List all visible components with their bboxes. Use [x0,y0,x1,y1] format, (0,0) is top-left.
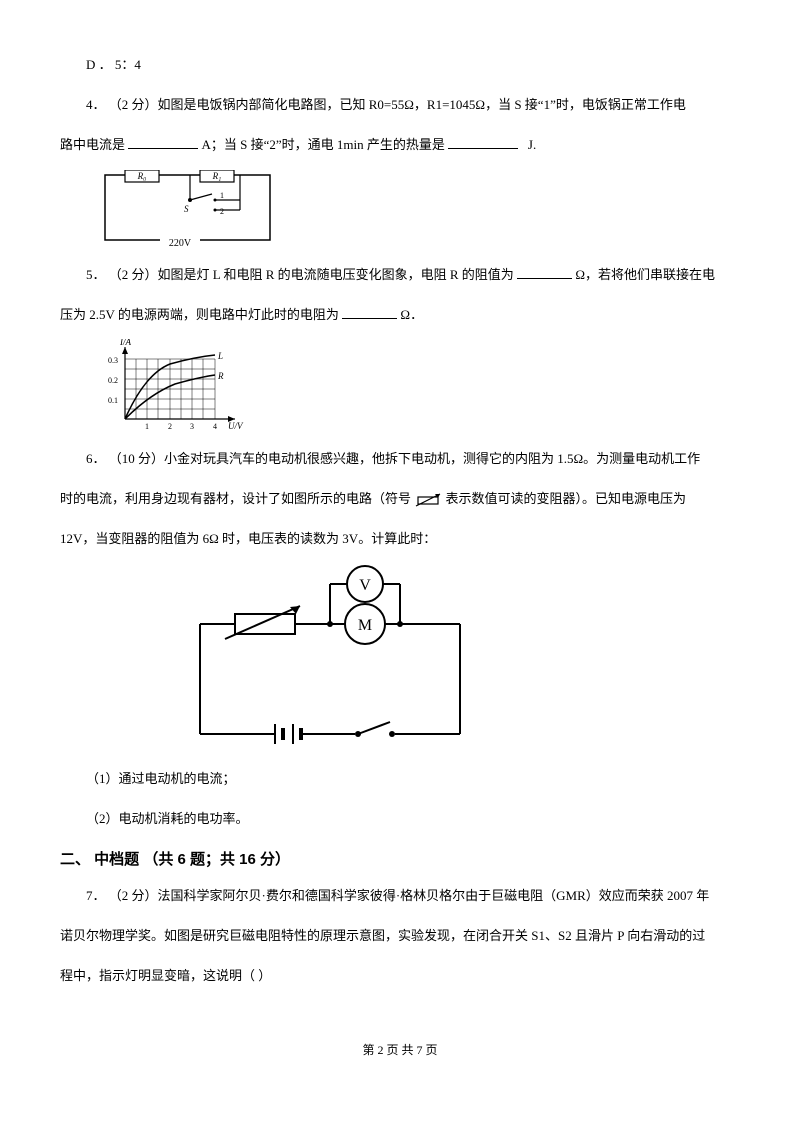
q4-stem-line2: 路中电流是 A；当 S 接“2”时，通电 1min 产生的热量是 J. [60,130,740,160]
section2-title: 二、 中档题 （共 6 题；共 16 分） [60,848,740,869]
q6-line1: 6． （10 分）小金对玩具汽车的电动机很感兴趣，他拆下电动机，测得它的内阻为 … [60,444,740,474]
q7-line2: 诺贝尔物理学奖。如图是研究巨磁电阻特性的原理示意图，实验发现，在闭合开关 S1、… [60,921,740,951]
q5-y02: 0.2 [108,376,118,385]
q5-L: L [217,351,223,361]
q5-c: 压为 2.5V 的电源两端，则电路中灯此时的电阻为 [60,307,339,322]
q5-graph-svg: 0.3 0.2 0.1 I/A 1 2 3 4 U/V L R [100,339,250,434]
q4-stem-line1: 4． （2 分）如图是电饭锅内部简化电路图，已知 R0=55Ω，R1=1045Ω… [60,90,740,120]
q5-blank1 [517,265,572,279]
q5-x4: 4 [213,422,217,431]
q5-figure: 0.3 0.2 0.1 I/A 1 2 3 4 U/V L R [100,339,740,434]
q6-line3: 12V，当变阻器的阻值为 6Ω 时，电压表的读数为 3V。计算此时： [60,524,740,554]
q6-M-label: M [358,617,372,634]
q4-1: 1 [220,191,224,200]
q4-figure: 220V R₀ R₁ S 1 2 [100,170,740,250]
q5-b: Ω，若将他们串联接在电 [575,267,715,282]
q6-b: 时的电流，利用身边现有器材，设计了如图所示的电路（符号 [60,491,411,506]
rheostat-symbol-icon [414,492,442,508]
q4-R1: R₁ [212,171,222,181]
q5-stem-line1: 5． （2 分）如图是灯 L 和电阻 R 的电流随电压变化图象，电阻 R 的阻值… [60,260,740,290]
q5-d: Ω． [400,307,423,322]
q5-xlabel: U/V [228,421,244,431]
q6-circuit-svg: M V [180,564,480,754]
q5-R: R [217,371,224,381]
q5-y03: 0.3 [108,356,118,365]
q4-blank2 [448,135,518,149]
q5-x1: 1 [145,422,149,431]
q7-line1: 7． （2 分）法国科学家阿尔贝·费尔和德国科学家彼得·格林贝格尔由于巨磁电阻（… [60,881,740,911]
q5-x2: 2 [168,422,172,431]
q5-blank2 [342,305,397,319]
q4-d: J. [528,137,536,152]
q6-sub2: （2）电动机消耗的电功率。 [60,804,740,834]
q4-S: S [184,204,189,214]
q5-a: 5． （2 分）如图是灯 L 和电阻 R 的电流随电压变化图象，电阻 R 的阻值… [86,267,514,282]
q6-sub1: （1）通过电动机的电流； [60,764,740,794]
q4-b: 路中电流是 [60,137,125,152]
page: D ． 5：4 4． （2 分）如图是电饭锅内部简化电路图，已知 R0=55Ω，… [0,0,800,1088]
q4-c: A；当 S 接“2”时，通电 1min 产生的热量是 [202,137,445,152]
q4-blank1 [128,135,198,149]
q6-V-label: V [359,577,371,594]
q6-c: 表示数值可读的变阻器）。已知电源电压为 [446,491,687,506]
q4-R0: R₀ [137,171,147,181]
q5-y01: 0.1 [108,396,118,405]
q5-ylabel: I/A [119,339,131,347]
q5-stem-line2: 压为 2.5V 的电源两端，则电路中灯此时的电阻为 Ω． [60,300,740,330]
q4-220v: 220V [169,238,192,249]
q7-line3: 程中，指示灯明显变暗，这说明（ ） [60,961,740,991]
page-footer: 第 2 页 共 7 页 [60,1041,740,1058]
q6-line2: 时的电流，利用身边现有器材，设计了如图所示的电路（符号 表示数值可读的变阻器）。… [60,484,740,514]
q4-2: 2 [220,207,224,216]
q4-circuit-svg: 220V R₀ R₁ S 1 2 [100,170,280,250]
q6-figure: M V [180,564,740,754]
q3-optD: D ． 5：4 [60,50,740,80]
q5-x3: 3 [190,422,194,431]
